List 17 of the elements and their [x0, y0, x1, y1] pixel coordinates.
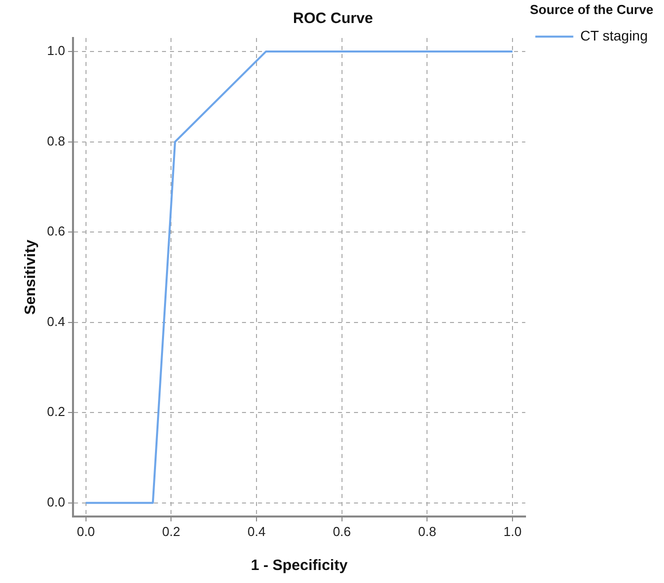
x-tick-label: 0.2 — [162, 524, 180, 539]
chart-title: ROC Curve — [292, 10, 374, 28]
y-tick-label: 0.2 — [46, 404, 66, 420]
x-tick-label: 0.0 — [76, 524, 95, 539]
x-tick-label: 0.6 — [332, 524, 351, 539]
x-tick-label: 0.4 — [247, 524, 266, 539]
y-tick-label: 0.4 — [46, 314, 66, 329]
y-tick-label: 0.0 — [46, 494, 66, 510]
x-axis-title: 1 - Specificity — [250, 557, 348, 574]
y-tick-label: 1.0 — [46, 43, 66, 58]
legend-title: Source of the Curve — [530, 2, 654, 18]
x-tick-label: 0.8 — [418, 524, 436, 539]
y-axis-title: Sensitivity — [22, 239, 40, 315]
x-tick-label: 1.0 — [503, 524, 522, 539]
y-tick-label: 0.8 — [46, 133, 66, 148]
legend-label: CT staging — [580, 27, 648, 44]
y-tick-label: 0.6 — [46, 224, 66, 239]
